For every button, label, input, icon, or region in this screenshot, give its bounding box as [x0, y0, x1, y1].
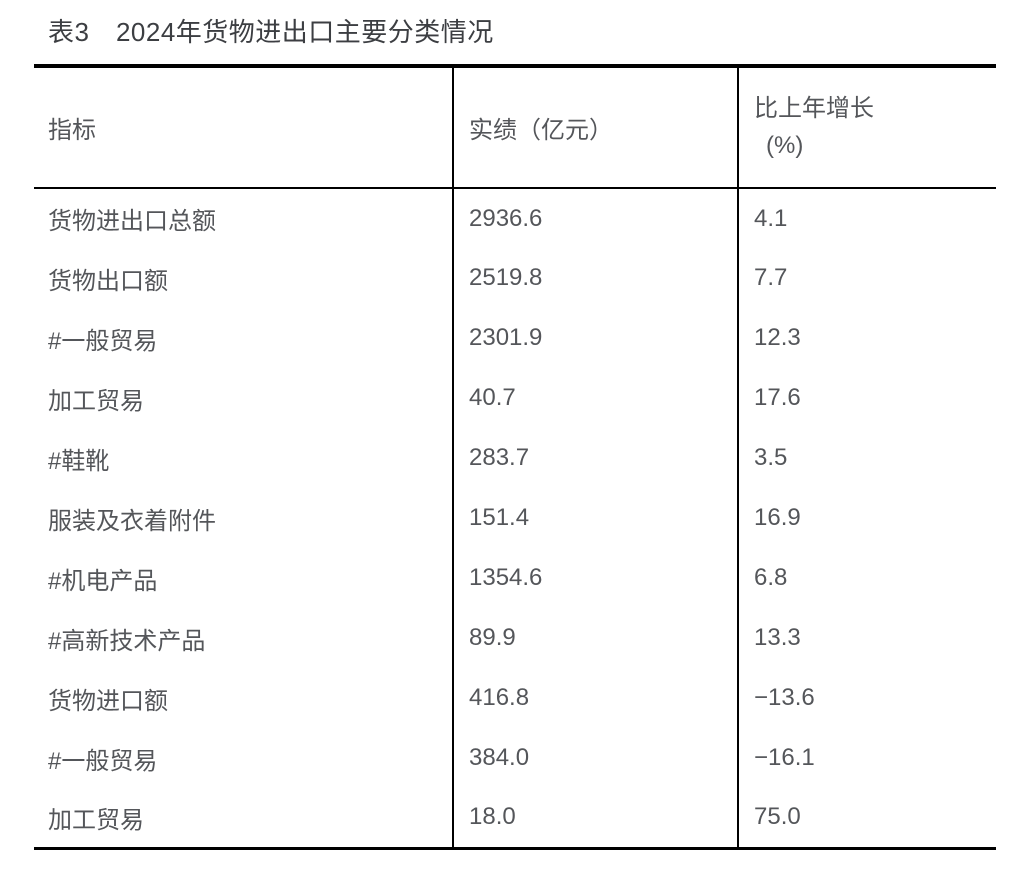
- cell-growth: 3.5: [737, 428, 996, 488]
- cell-value: 416.8: [452, 668, 738, 728]
- cell-growth: 16.9: [737, 488, 996, 548]
- cell-indicator: 加工贸易: [48, 387, 144, 415]
- column-header-growth-line2: (%): [766, 132, 804, 159]
- cell-value: 2519.8: [452, 248, 738, 308]
- table-row: 加工贸易 18.0 75.0: [34, 788, 996, 848]
- table-row: #机电产品 1354.6 6.8: [34, 548, 996, 608]
- cell-growth: 75.0: [737, 788, 996, 848]
- cell-growth: 12.3: [737, 308, 996, 368]
- cell-growth: 17.6: [737, 368, 996, 428]
- cell-growth: −13.6: [737, 668, 996, 728]
- column-header-growth-line1: 比上年增长: [754, 95, 874, 122]
- table-row: 服装及衣着附件 151.4 16.9: [34, 488, 996, 548]
- cell-value: 384.0: [452, 728, 738, 788]
- cell-indicator: 加工贸易: [48, 806, 144, 834]
- cell-indicator: #高新技术产品: [48, 627, 206, 655]
- cell-indicator: #一般贸易: [48, 747, 158, 775]
- cell-indicator: 服装及衣着附件: [48, 507, 216, 535]
- table-row: #鞋靴 283.7 3.5: [34, 428, 996, 488]
- table-header: 指标 实绩（亿元） 比上年增长 (%): [34, 66, 996, 189]
- cell-growth: 13.3: [737, 608, 996, 668]
- cell-indicator: #机电产品: [48, 567, 158, 595]
- cell-value: 2301.9: [452, 308, 738, 368]
- column-header-value: 实绩（亿元）: [452, 66, 738, 189]
- table-row: 加工贸易 40.7 17.6: [34, 368, 996, 428]
- cell-indicator: 货物进口额: [48, 687, 168, 715]
- cell-growth: 4.1: [737, 188, 996, 248]
- cell-value: 89.9: [452, 608, 738, 668]
- table-row: 货物进口额 416.8 −13.6: [34, 668, 996, 728]
- cell-value: 40.7: [452, 368, 738, 428]
- cell-growth: −16.1: [737, 728, 996, 788]
- cell-value: 283.7: [452, 428, 738, 488]
- cell-indicator: #鞋靴: [48, 447, 110, 475]
- cell-indicator: #一般贸易: [48, 327, 158, 355]
- table-row: #一般贸易 384.0 −16.1: [34, 728, 996, 788]
- cell-value: 151.4: [452, 488, 738, 548]
- column-header-growth: 比上年增长 (%): [737, 66, 996, 189]
- column-header-indicator: 指标: [34, 66, 453, 189]
- table-section: 表3 2024年货物进出口主要分类情况 指标 实绩（亿元） 比上年增长 (%) …: [34, 0, 996, 850]
- cell-value: 1354.6: [452, 548, 738, 608]
- cell-value: 2936.6: [452, 188, 738, 248]
- header-row: 指标 实绩（亿元） 比上年增长 (%): [34, 66, 996, 189]
- import-export-table: 指标 实绩（亿元） 比上年增长 (%) 货物进出口总额 2936.6 4.1 货…: [34, 64, 996, 850]
- cell-indicator: 货物进出口总额: [48, 208, 216, 235]
- table-row: #一般贸易 2301.9 12.3: [34, 308, 996, 368]
- table-title: 表3 2024年货物进出口主要分类情况: [48, 17, 494, 47]
- cell-growth: 7.7: [737, 248, 996, 308]
- table-row: 货物出口额 2519.8 7.7: [34, 248, 996, 308]
- cell-growth: 6.8: [737, 548, 996, 608]
- table-row: #高新技术产品 89.9 13.3: [34, 608, 996, 668]
- table-body: 货物进出口总额 2936.6 4.1 货物出口额 2519.8 7.7 #一般贸…: [34, 188, 996, 848]
- cell-indicator: 货物出口额: [48, 267, 168, 295]
- cell-value: 18.0: [452, 788, 738, 848]
- table-row: 货物进出口总额 2936.6 4.1: [34, 188, 996, 248]
